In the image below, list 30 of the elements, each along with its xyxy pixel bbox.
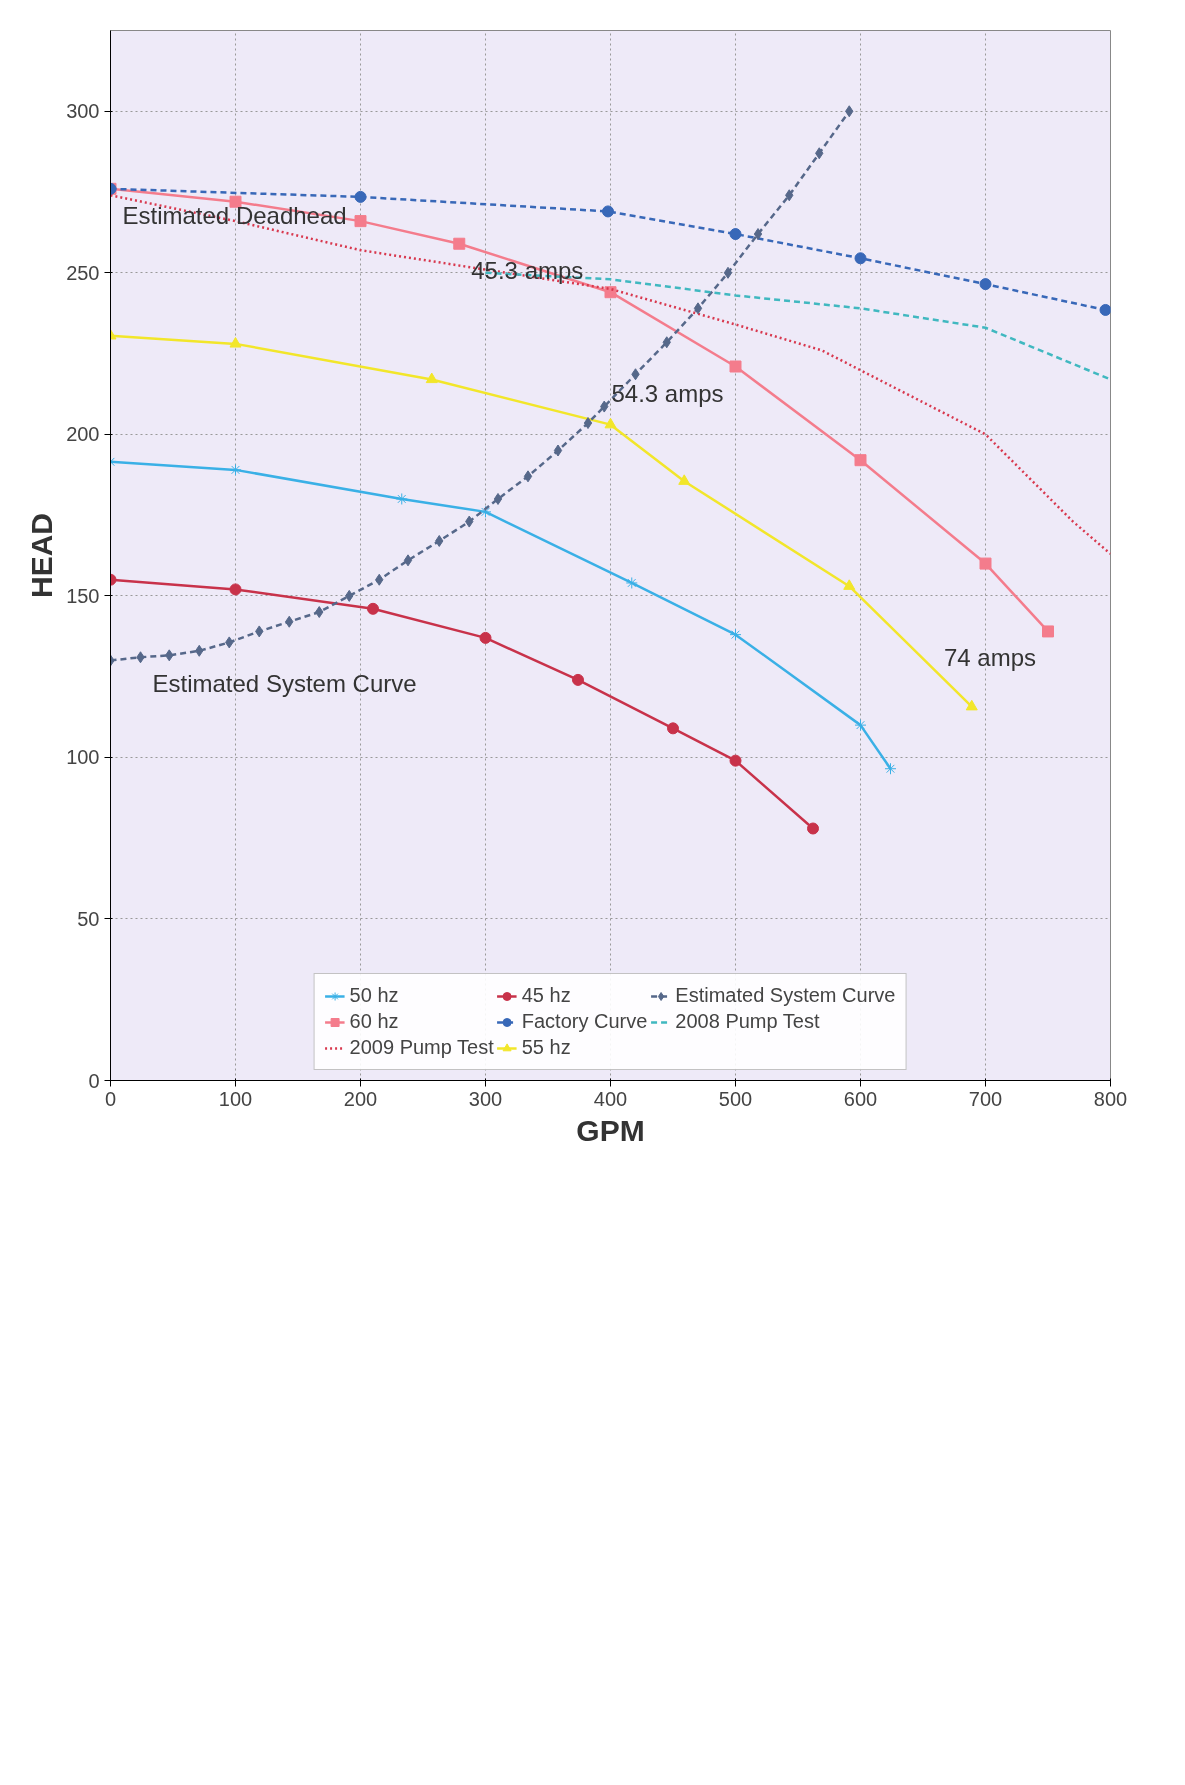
annotation: Estimated System Curve [152,670,417,698]
y-tick-label: 100 [66,746,100,769]
y-tick-label: 0 [88,1069,100,1092]
x-tick-label: 200 [343,1087,378,1110]
x-tick-label: 500 [718,1087,753,1110]
x-tick-label: 700 [968,1087,1003,1110]
y-tick-label: 150 [66,584,100,607]
legend-label: 45 hz [521,984,571,1007]
legend-label: 50 hz [349,984,399,1007]
legend-label: Estimated System Curve [675,984,896,1007]
legend-label: 2008 Pump Test [675,1010,820,1033]
legend-label: 2009 Pump Test [349,1036,494,1059]
x-tick-label: 800 [1093,1087,1128,1110]
annotation: Estimated Deadhead [122,201,347,229]
x-tick-label: 600 [843,1087,878,1110]
y-tick-label: 300 [66,100,100,123]
x-tick-label: 100 [218,1087,253,1110]
x-axis-title: GPM [576,1113,645,1147]
legend-label: Factory Curve [521,1010,648,1033]
annotation: 74 amps [943,644,1037,672]
x-tick-label: 0 [104,1087,117,1110]
legend-label: 60 hz [349,1010,399,1033]
y-tick-label: 50 [77,907,100,930]
y-tick-label: 200 [66,423,100,446]
y-tick-label: 250 [66,261,100,284]
annotation: 54.3 amps [611,379,724,407]
x-tick-label: 300 [468,1087,503,1110]
x-tick-label: 400 [593,1087,628,1110]
legend-label: 55 hz [521,1036,571,1059]
y-axis-title: HEAD [25,512,59,598]
